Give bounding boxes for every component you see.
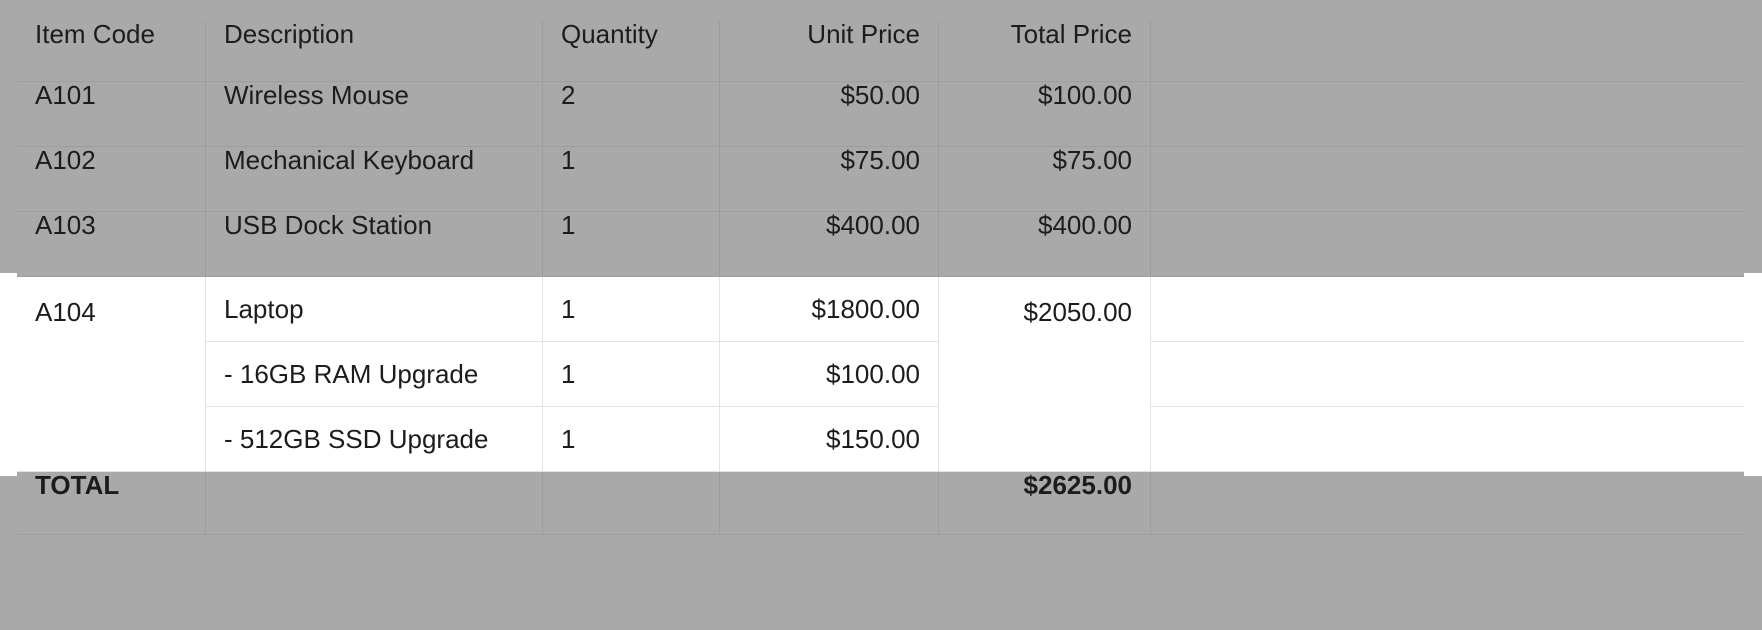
cell-item-code: A102 [17,146,206,212]
table-row-grouped[interactable]: A104 Laptop 1 $1800.00 $2050.00 [17,276,1744,472]
column-header-spacer [1150,21,1744,82]
cell-spacer [1150,471,1744,535]
cell-quantity [542,471,720,535]
cell-spacer [1150,81,1744,147]
table-row[interactable]: A102 Mechanical Keyboard 1 $75.00 $75.00 [17,146,1744,212]
table-row-total: TOTAL $2625.00 [17,471,1744,535]
cell-spacer [1150,211,1744,277]
cell-unit-price: $150.00 [719,406,939,472]
column-header-item-code[interactable]: Item Code [17,21,206,82]
cell-unit-price [719,471,939,535]
cell-description: Mechanical Keyboard [205,146,543,212]
cell-description: Wireless Mouse [205,81,543,147]
cell-quantity: 1 [542,341,720,407]
cell-total-price: $100.00 [938,81,1151,147]
table-row-grouped[interactable]: - 16GB RAM Upgrade 1 $100.00 [17,341,1744,407]
cell-quantity: 1 [542,406,720,472]
cell-total-price: $400.00 [938,211,1151,277]
column-header-description[interactable]: Description [205,21,543,82]
invoice-table-container: Item Code Description Quantity Unit Pric… [16,20,1745,560]
cell-spacer [1150,406,1744,472]
cell-quantity: 1 [542,146,720,212]
cell-total-label: TOTAL [17,471,206,535]
cell-quantity: 1 [542,276,720,342]
cell-item-code: A104 [17,276,206,472]
column-header-quantity[interactable]: Quantity [542,21,720,82]
cell-item-code: A101 [17,81,206,147]
cell-quantity: 2 [542,81,720,147]
table-row[interactable]: A101 Wireless Mouse 2 $50.00 $100.00 [17,81,1744,147]
cell-description: USB Dock Station [205,211,543,277]
table-footer-filler-row [17,534,1744,559]
table-row-grouped[interactable]: - 512GB SSD Upgrade 1 $150.00 [17,406,1744,472]
cell-description: Laptop [205,276,543,342]
invoice-line-items-table: Item Code Description Quantity Unit Pric… [16,20,1745,560]
cell-spacer [1150,146,1744,212]
cell-unit-price: $1800.00 [719,276,939,342]
cell-total-price: $2625.00 [938,471,1151,535]
cell-total-price: $2050.00 [938,276,1151,472]
table-header-row: Item Code Description Quantity Unit Pric… [17,21,1744,82]
cell-spacer [1150,341,1744,407]
table-row[interactable]: A103 USB Dock Station 1 $400.00 $400.00 [17,211,1744,277]
cell-unit-price: $50.00 [719,81,939,147]
column-header-total-price[interactable]: Total Price [938,21,1151,82]
cell-description: - 512GB SSD Upgrade [205,406,543,472]
cell-quantity: 1 [542,211,720,277]
table-body: A101 Wireless Mouse 2 $50.00 $100.00 A10… [17,81,1744,559]
cell-unit-price: $75.00 [719,146,939,212]
cell-spacer [1150,276,1744,342]
cell-total-price: $75.00 [938,146,1151,212]
cell-unit-price: $400.00 [719,211,939,277]
cell-item-code: A103 [17,211,206,277]
table-head: Item Code Description Quantity Unit Pric… [17,21,1744,82]
cell-description [205,471,543,535]
cell-filler [17,534,1744,559]
column-header-unit-price[interactable]: Unit Price [719,21,939,82]
cell-unit-price: $100.00 [719,341,939,407]
cell-description: - 16GB RAM Upgrade [205,341,543,407]
